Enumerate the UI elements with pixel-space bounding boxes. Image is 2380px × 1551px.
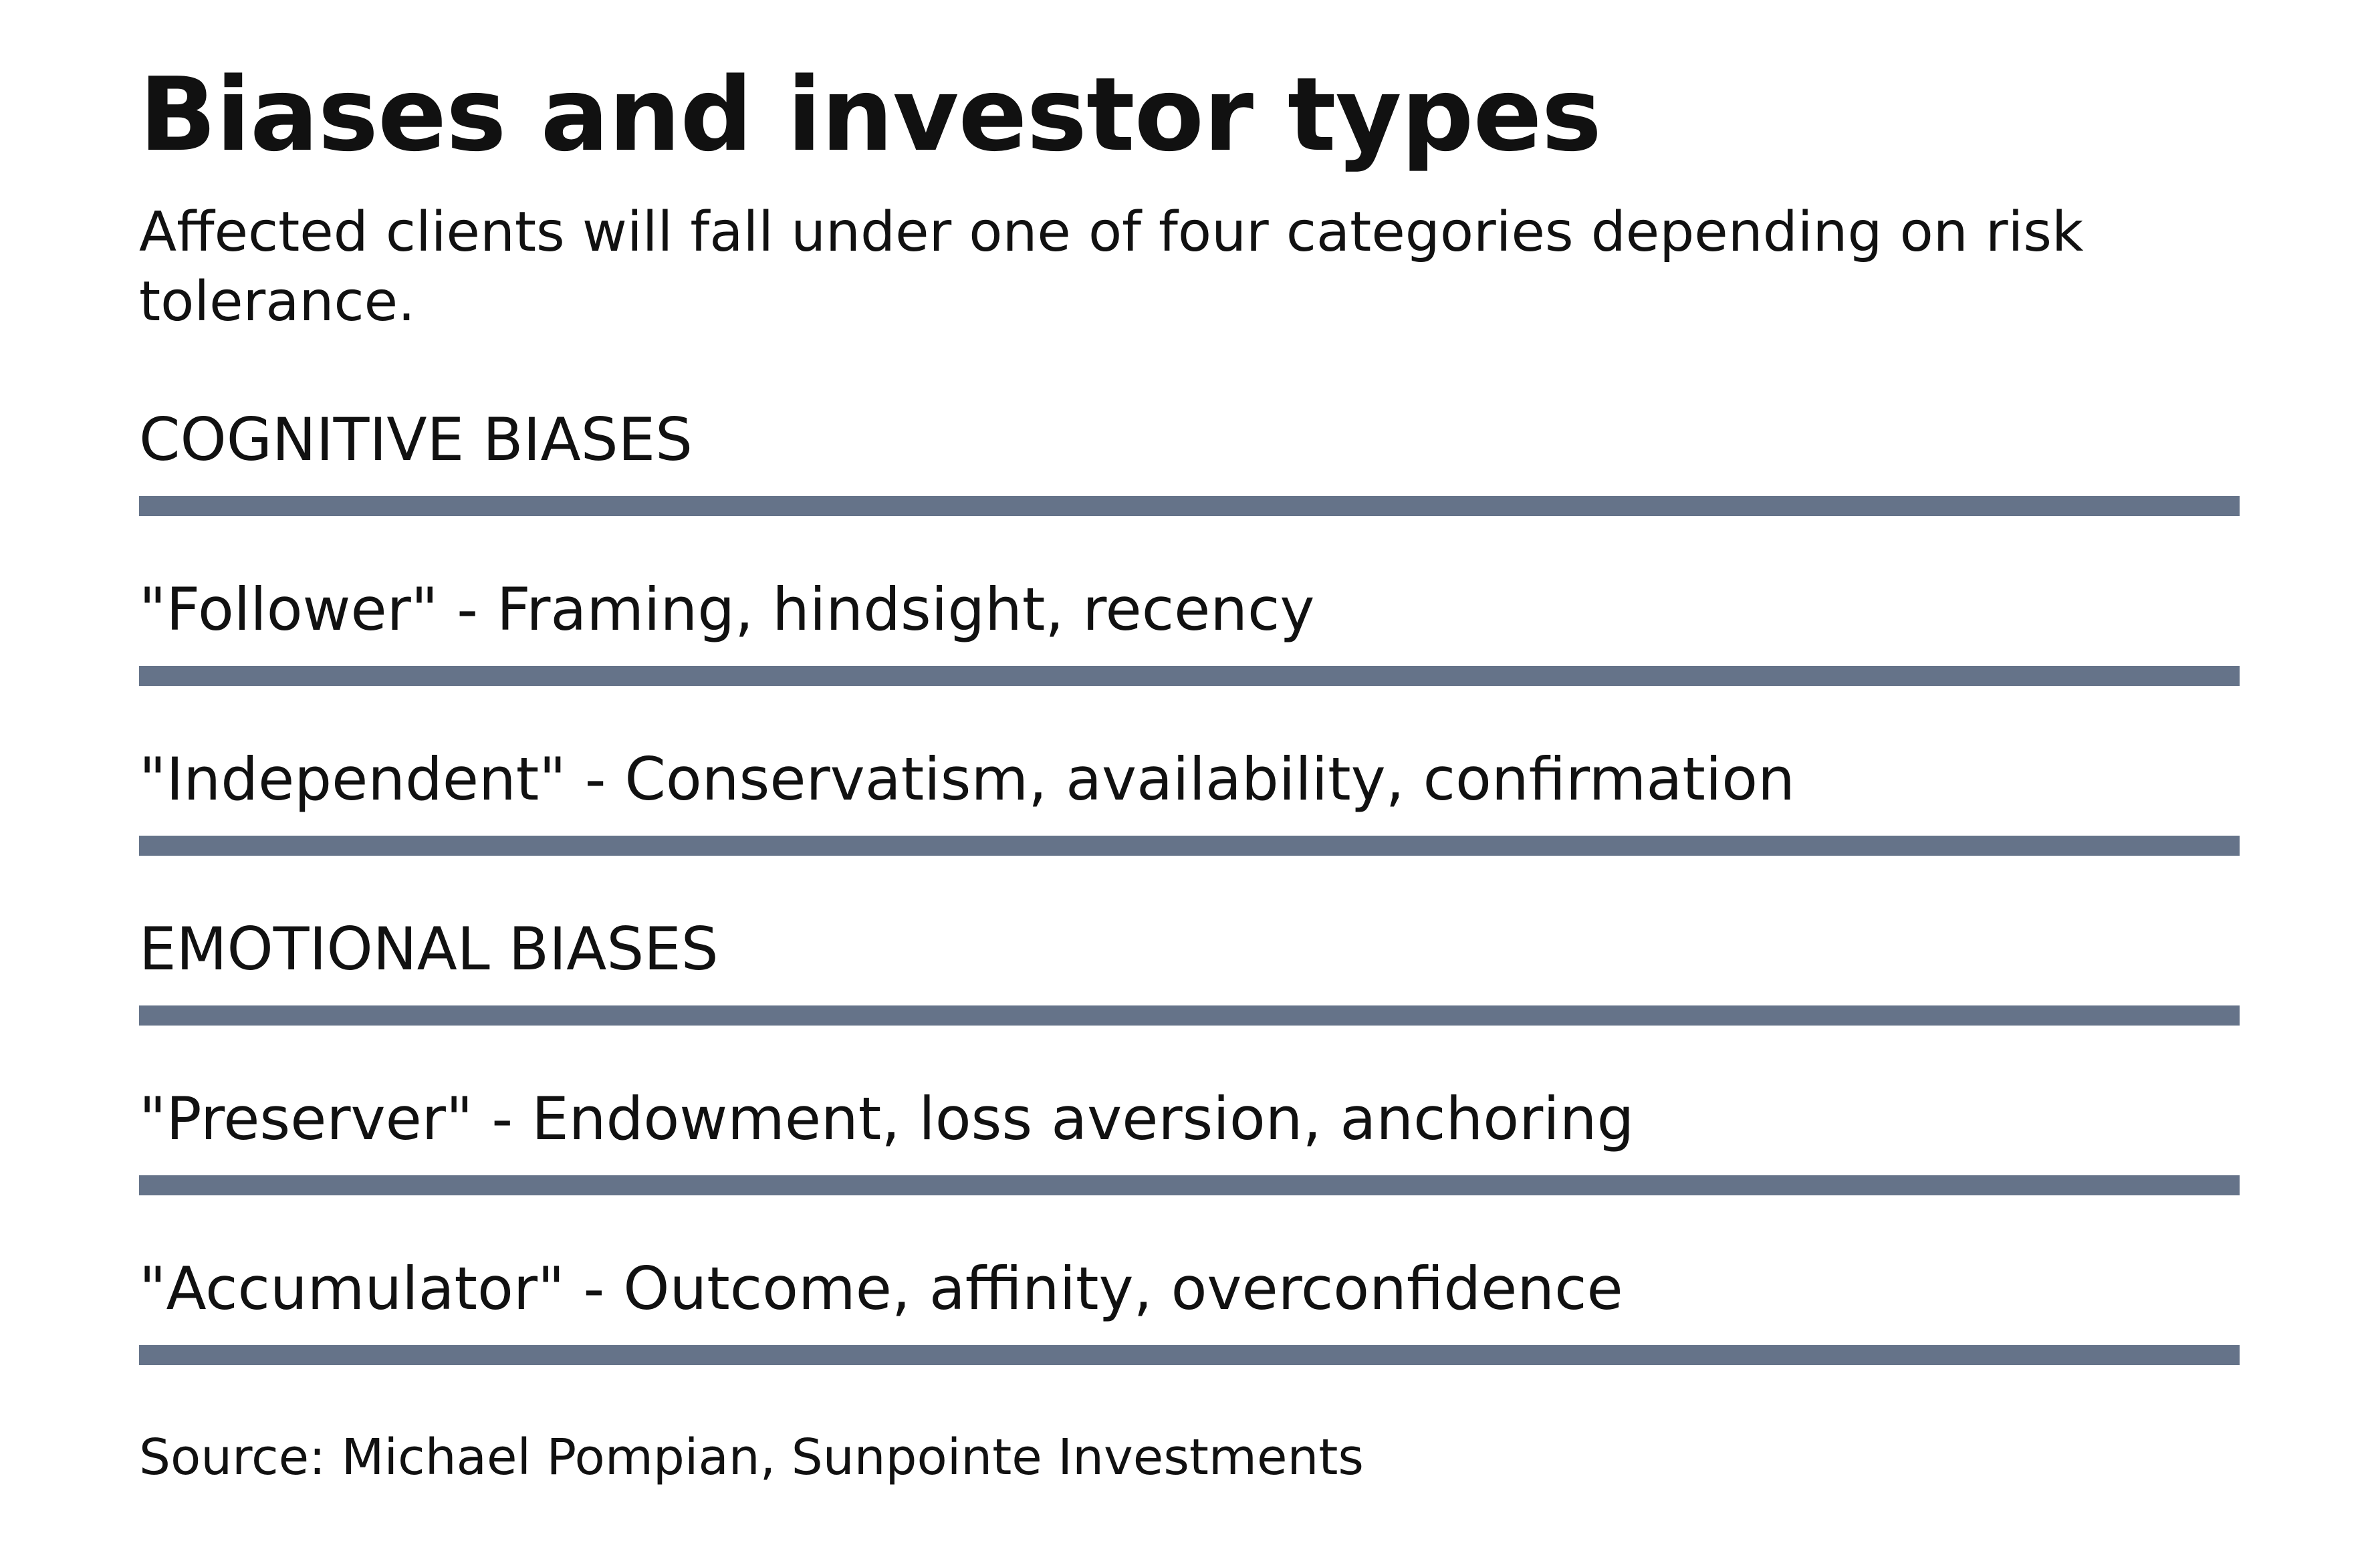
source-note: Source: Michael Pompian, Sunpointe Inves… <box>139 1429 1364 1486</box>
divider-rule <box>139 1175 2240 1195</box>
list-item-independent: "Independent" - Conservatism, availabili… <box>139 733 2240 903</box>
section-label: COGNITIVE BIASES <box>139 405 693 474</box>
section-header-emotional: EMOTIONAL BIASES <box>139 903 2240 1072</box>
divider-rule <box>139 1005 2240 1026</box>
item-label: "Preserver" - Endowment, loss aversion, … <box>139 1084 1635 1153</box>
divider-rule <box>139 496 2240 516</box>
item-label: "Follower" - Framing, hindsight, recency <box>139 575 1315 644</box>
item-label: "Independent" - Conservatism, availabili… <box>139 745 1795 814</box>
section-header-cognitive: COGNITIVE BIASES <box>139 393 2240 563</box>
divider-rule <box>139 1345 2240 1365</box>
bias-list: COGNITIVE BIASES "Follower" - Framing, h… <box>139 393 2240 1412</box>
divider-rule <box>139 666 2240 686</box>
item-label: "Accumulator" - Outcome, affinity, overc… <box>139 1254 1623 1323</box>
page-title: Biases and investor types <box>139 55 1602 174</box>
page-subtitle: Affected clients will fall under one of … <box>139 201 2084 334</box>
list-item-accumulator: "Accumulator" - Outcome, affinity, overc… <box>139 1242 2240 1412</box>
section-label: EMOTIONAL BIASES <box>139 915 719 983</box>
list-item-follower: "Follower" - Framing, hindsight, recency <box>139 563 2240 733</box>
list-item-preserver: "Preserver" - Endowment, loss aversion, … <box>139 1072 2240 1242</box>
divider-rule <box>139 836 2240 856</box>
